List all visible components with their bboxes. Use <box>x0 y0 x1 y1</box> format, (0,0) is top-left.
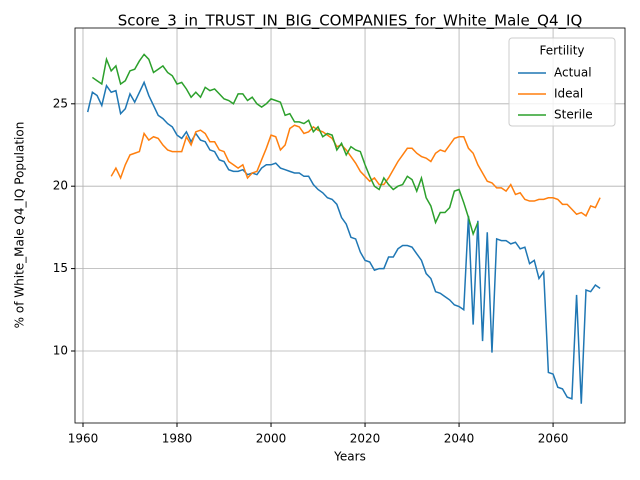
y-tick-label: 25 <box>53 96 68 110</box>
x-tick-label: 2020 <box>350 432 381 446</box>
x-tick-label: 1980 <box>162 432 193 446</box>
y-tick-label: 10 <box>53 343 68 357</box>
plot-frame <box>74 27 626 424</box>
legend: Fertility Actual Ideal Sterile <box>508 37 616 127</box>
x-tick-label: 2060 <box>538 432 569 446</box>
series-line <box>110 124 601 217</box>
x-axis-label: Years <box>333 450 366 464</box>
series-line <box>91 53 479 237</box>
y-tick-label: 15 <box>53 261 68 275</box>
legend-title: Fertility <box>539 44 584 58</box>
x-tick-label: 1960 <box>68 432 99 446</box>
legend-label: Ideal <box>554 87 583 101</box>
legend-box <box>508 37 616 127</box>
legend-label: Actual <box>554 66 592 80</box>
x-tick-label: 2000 <box>256 432 287 446</box>
chart-title: Score_3_in_TRUST_IN_BIG_COMPANIES_for_Wh… <box>118 12 583 31</box>
y-axis-label: % of White_Male Q4_IQ Population <box>13 122 27 329</box>
y-tick-label: 20 <box>53 179 68 193</box>
series-line <box>86 80 601 404</box>
legend-label: Sterile <box>554 108 593 122</box>
x-tick-label: 2040 <box>444 432 475 446</box>
